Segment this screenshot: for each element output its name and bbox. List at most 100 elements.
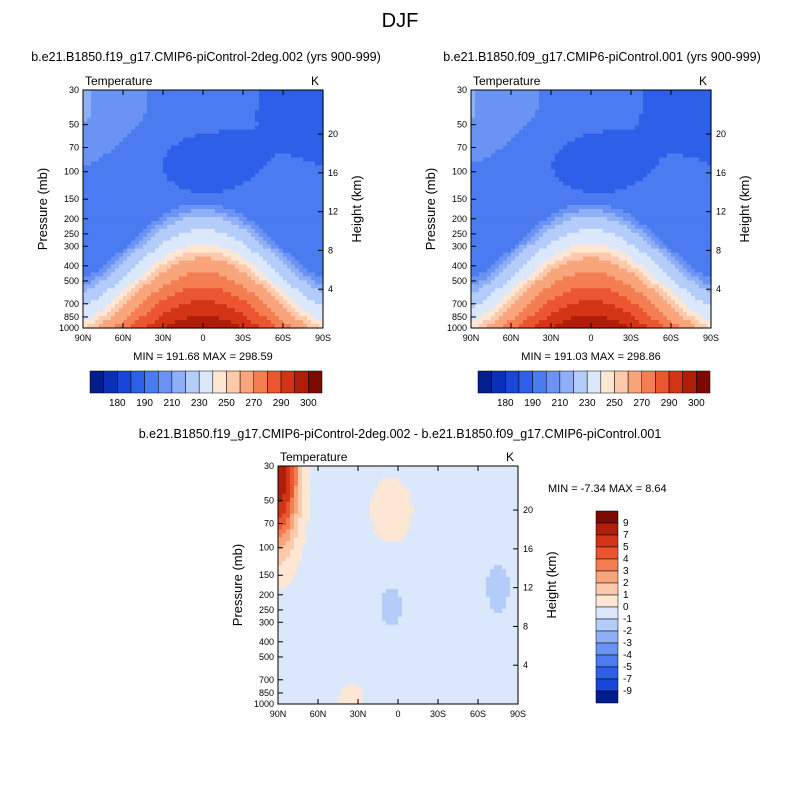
panel-right-title: b.e21.B1850.f09_g17.CMIP6-piControl.001 … (443, 50, 761, 64)
colorbar-swatch (696, 370, 711, 394)
colorbar-swatch (595, 558, 619, 572)
x-tick-label: 90S (315, 333, 331, 343)
x-tick-label: 30N (155, 333, 172, 343)
y-tick-label: 300 (64, 241, 79, 251)
y-tick-label: 500 (64, 276, 79, 286)
x-tick-label: 60N (503, 333, 520, 343)
colorbar-label: 290 (661, 398, 678, 409)
x-tick-label: 30S (235, 333, 251, 343)
height-tick-label: 4 (523, 660, 528, 670)
x-tick-label: 90S (703, 333, 719, 343)
x-tick-label: 0 (588, 333, 593, 343)
min-max-left: MIN = 191.68 MAX = 298.59 (133, 351, 272, 363)
x-tick-label: 60N (115, 333, 132, 343)
x-tick-label: 60S (470, 709, 486, 719)
height-tick-label: 20 (523, 505, 533, 515)
colorbar-label: 230 (579, 398, 596, 409)
colorbar-swatch (586, 370, 602, 394)
height-tick-label: 20 (716, 129, 726, 139)
colorbar-swatch (144, 370, 159, 394)
y-axis-right-title: Height (km) (544, 551, 559, 618)
height-tick-label: 8 (523, 621, 528, 631)
y-tick-label: 250 (64, 229, 79, 239)
colorbar-swatch (198, 370, 214, 394)
y-axis-title: Pressure (mb) (423, 168, 438, 250)
colorbar-swatch (641, 370, 656, 394)
x-tick-label: 30N (350, 709, 367, 719)
colorbar-swatch (595, 678, 619, 692)
colorbar-swatch (600, 370, 615, 394)
colorbar-swatch (614, 370, 629, 394)
y-tick-label: 700 (452, 299, 467, 309)
y-tick-label: 200 (259, 590, 274, 600)
height-tick-label: 8 (328, 245, 333, 255)
colorbar-swatch (171, 370, 186, 394)
y-tick-label: 100 (64, 167, 79, 177)
colorbar-swatch (595, 522, 619, 536)
colorbar-swatch (573, 370, 588, 394)
y-tick-label: 50 (69, 120, 79, 130)
colorbar-swatch (655, 370, 670, 394)
colorbar-swatch (239, 370, 255, 394)
plot-left: 90N 60N 30N 0 30S 60S 90S 30 50 70 100 150 200 250 300… (35, 74, 364, 343)
colorbar-label: 4 (623, 554, 629, 565)
y-tick-label: 30 (264, 461, 274, 471)
y-tick-label: 250 (452, 229, 467, 239)
colorbar-label: -4 (623, 650, 632, 661)
x-tick-label: 30S (430, 709, 446, 719)
colorbar-swatch (595, 690, 619, 704)
colorbar-swatch (595, 666, 619, 680)
y-tick-label: 50 (457, 120, 467, 130)
colorbar-swatch (253, 370, 268, 394)
colorbar-swatch (668, 370, 683, 394)
colorbar-label: -1 (623, 614, 632, 625)
height-tick-label: 16 (523, 544, 533, 554)
y-tick-label: 400 (64, 261, 79, 271)
panel-left-title: b.e21.B1850.f19_g17.CMIP6-piControl-2deg… (31, 50, 381, 64)
y-tick-label: 700 (259, 675, 274, 685)
colorbar-label: 5 (623, 542, 629, 553)
height-tick-label: 4 (716, 284, 721, 294)
y-tick-label: 500 (259, 652, 274, 662)
panel-diff-title: b.e21.B1850.f19_g17.CMIP6-piControl-2deg… (138, 427, 662, 441)
variable-label: Temperature (280, 450, 348, 464)
colorbar-swatch (595, 594, 619, 608)
colorbar-swatch (595, 630, 619, 644)
y-tick-label: 70 (457, 143, 467, 153)
colorbar-label: 180 (109, 398, 126, 409)
colorbar-label: 270 (245, 398, 262, 409)
colorbar-swatch (532, 370, 547, 394)
colorbar-label: 230 (191, 398, 208, 409)
colorbar-label: 1 (623, 590, 629, 601)
y-axis-right-title: Height (km) (737, 175, 752, 242)
units-label: K (506, 450, 514, 464)
y-tick-label: 850 (452, 312, 467, 322)
colorbar-label: 0 (623, 602, 629, 613)
y-axis-title: Pressure (mb) (35, 168, 50, 250)
colorbar-swatch (157, 370, 173, 394)
colorbar-label: 190 (136, 398, 153, 409)
colorbar-swatch (595, 570, 619, 584)
height-tick-label: 16 (328, 168, 338, 178)
colorbar-label: 300 (688, 398, 705, 409)
plot-diff: 90N 60N 30N 0 30S 60S 90S 30 50 70 100 150 200 250 300… (230, 450, 559, 719)
colorbar-label: 300 (300, 398, 317, 409)
colorbar-swatch (595, 654, 619, 668)
colorbar-swatch (491, 370, 506, 394)
colorbar-swatch (505, 370, 520, 394)
y-tick-label: 850 (259, 688, 274, 698)
colorbar-swatch (518, 370, 533, 394)
min-max-diff: MIN = -7.34 MAX = 8.64 (548, 483, 667, 495)
y-tick-label: 1000 (447, 323, 467, 333)
colorbar-swatch (477, 370, 492, 394)
colorbar-label: 2 (623, 578, 629, 589)
colorbar-swatch (226, 370, 241, 394)
y-tick-label: 1000 (254, 699, 274, 709)
x-tick-label: 90N (463, 333, 480, 343)
min-max-right: MIN = 191.03 MAX = 298.86 (521, 351, 660, 363)
colorbar-swatch (267, 370, 282, 394)
variable-label: Temperature (85, 74, 153, 88)
colorbar-label: 180 (497, 398, 514, 409)
units-label: K (699, 74, 707, 88)
y-tick-label: 300 (452, 241, 467, 251)
